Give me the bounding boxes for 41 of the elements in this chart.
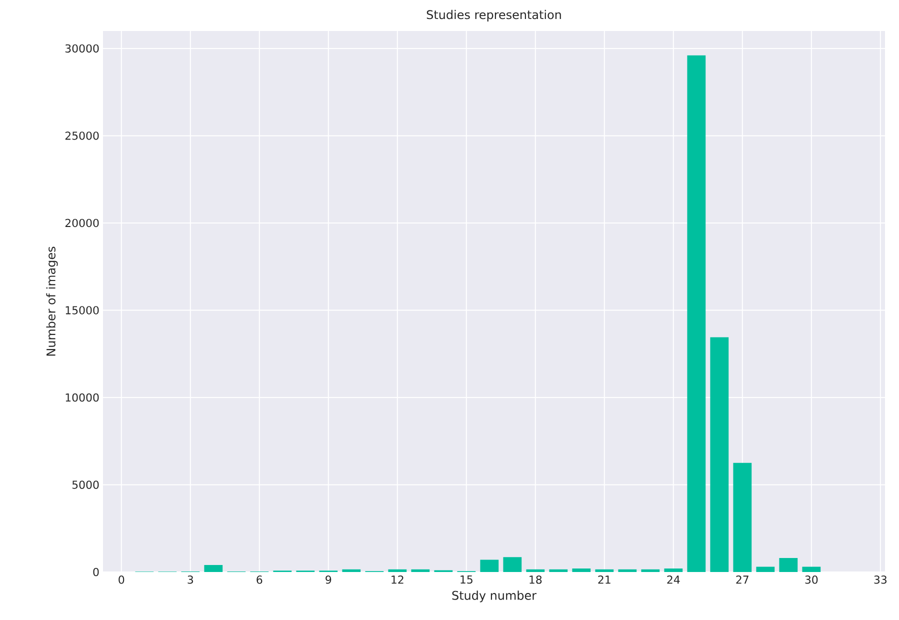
chart-title: Studies representation	[426, 10, 561, 22]
bar	[733, 462, 752, 572]
bar	[411, 569, 430, 572]
bar	[710, 337, 729, 572]
bar	[388, 569, 407, 572]
bar	[756, 566, 775, 572]
bar	[618, 569, 637, 572]
bar	[342, 569, 361, 572]
bar	[480, 560, 499, 572]
x-axis-title: Study number	[452, 590, 536, 602]
y-tick-label: 0	[93, 568, 99, 576]
bar	[595, 569, 614, 572]
y-tick-label: 15000	[66, 306, 99, 314]
bar	[802, 566, 821, 572]
bar	[664, 568, 683, 572]
y-tick-label: 20000	[65, 218, 99, 228]
y-tick-label: 30000	[65, 44, 99, 53]
x-tick-label: 6	[256, 576, 262, 584]
bar	[572, 568, 591, 572]
x-tick-label: 24	[667, 576, 680, 584]
y-tick-label: 25000	[65, 132, 99, 140]
y-axis-title: Number of images	[46, 246, 58, 356]
bar	[549, 569, 568, 572]
bar	[204, 565, 223, 572]
x-tick-label: 9	[326, 576, 332, 584]
x-tick-label: 33	[874, 576, 886, 584]
x-tick-label: 30	[805, 576, 818, 584]
x-tick-label: 12	[392, 576, 404, 584]
y-tick-label: 10000	[66, 393, 99, 402]
bar	[687, 55, 706, 572]
bar	[503, 557, 522, 572]
y-tick-label: 5000	[72, 480, 99, 489]
x-tick-label: 15	[460, 576, 472, 584]
x-tick-label: 0	[118, 576, 124, 584]
x-tick-label: 27	[736, 576, 748, 584]
x-tick-label: 3	[188, 576, 194, 584]
bar	[526, 569, 545, 572]
x-tick-label: 21	[598, 576, 610, 584]
x-tick-label: 18	[530, 576, 542, 584]
bar	[641, 569, 660, 572]
bar	[779, 558, 798, 572]
